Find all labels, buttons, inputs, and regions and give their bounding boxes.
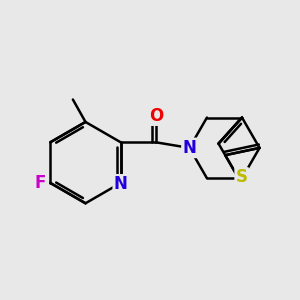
Text: O: O xyxy=(148,106,163,124)
Text: S: S xyxy=(236,169,248,187)
Text: N: N xyxy=(114,176,128,194)
Text: F: F xyxy=(34,174,46,192)
Text: N: N xyxy=(182,139,197,157)
